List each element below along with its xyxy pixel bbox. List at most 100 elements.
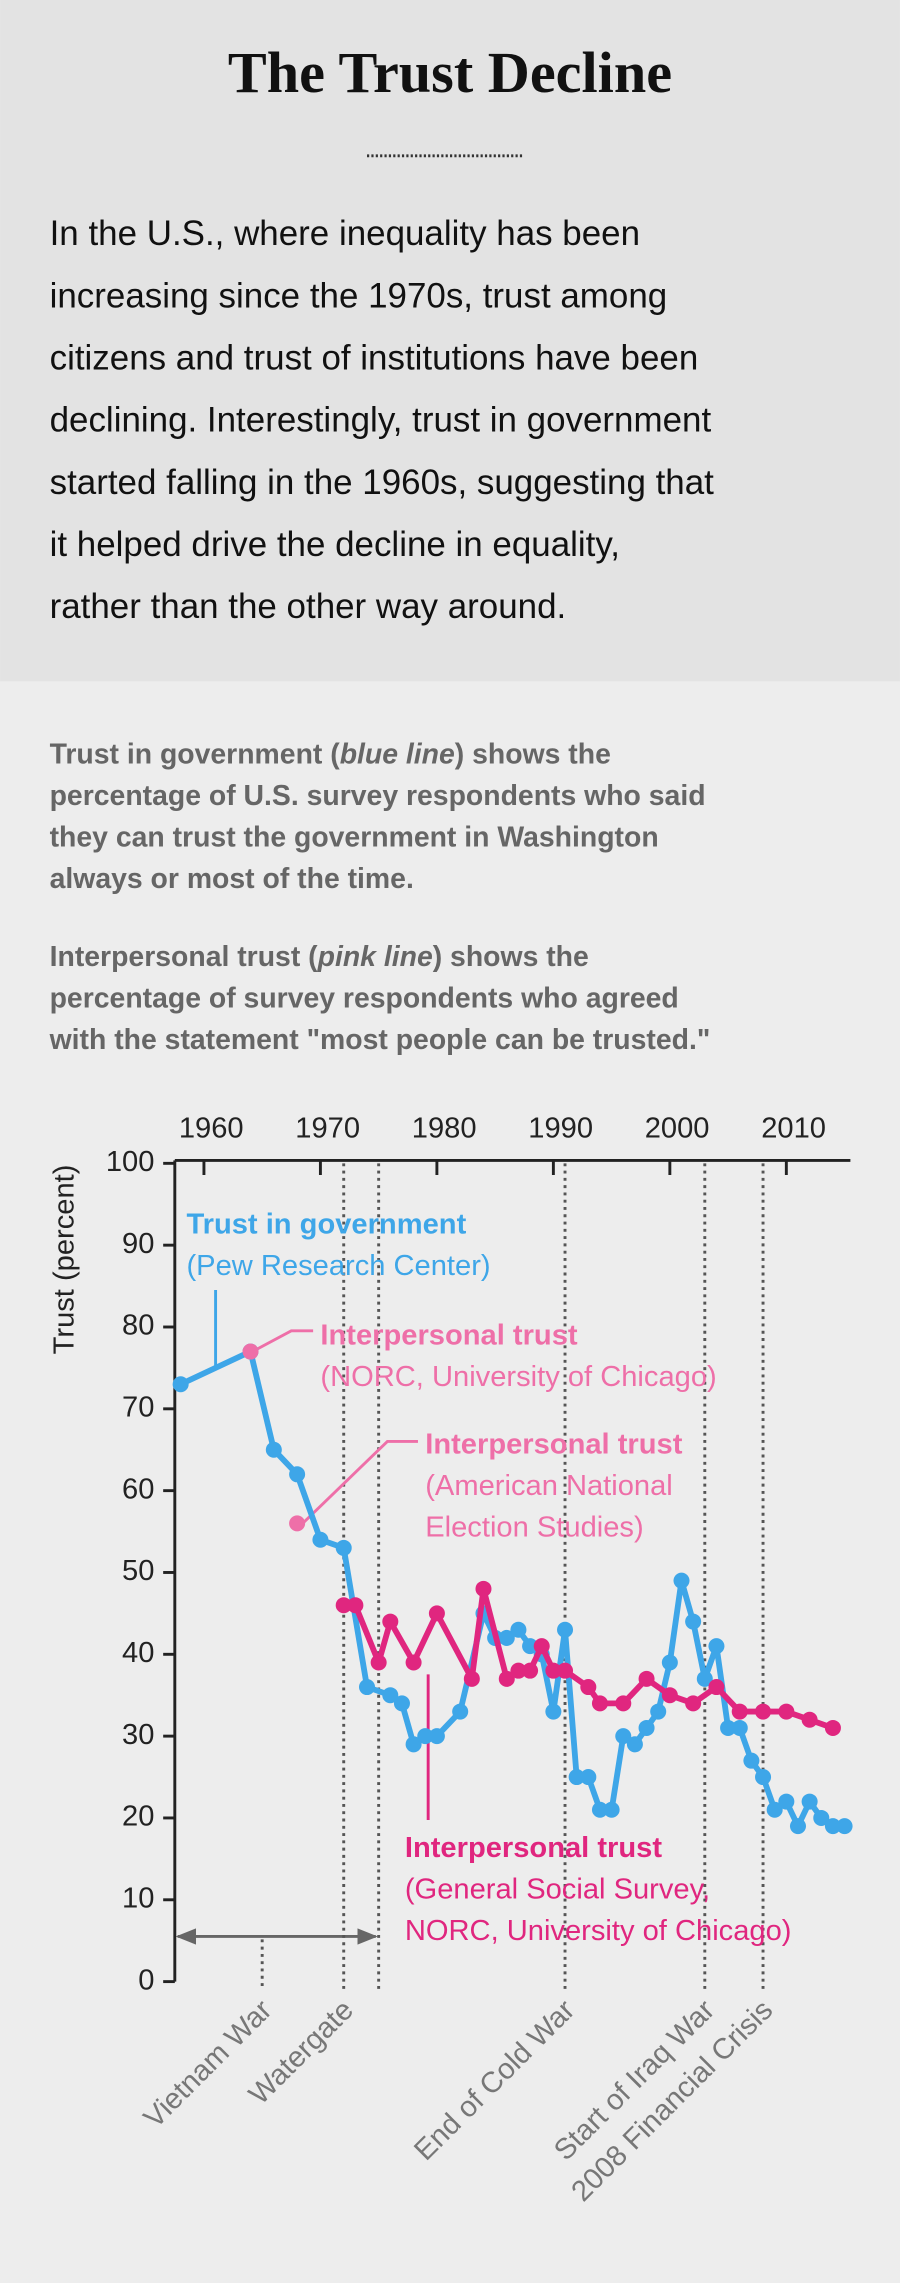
data-point (720, 1719, 737, 1736)
legend-source: (NORC, University of Chicago) (320, 1361, 716, 1393)
y-tick-label: 20 (122, 1801, 154, 1833)
y-axis-label: Trust (percent) (48, 1165, 80, 1355)
data-point (708, 1679, 725, 1696)
y-tick-label: 0 (138, 1964, 154, 1996)
note-line: with the statement "most people can be t… (49, 1024, 711, 1056)
data-point (498, 1629, 515, 1646)
data-point (463, 1670, 480, 1687)
data-point (405, 1736, 422, 1753)
data-point (789, 1818, 806, 1835)
x-tick-label: 1970 (295, 1113, 360, 1145)
data-point (755, 1769, 772, 1786)
note-line: Trust in government (blue line) shows th… (50, 738, 611, 770)
data-point (382, 1687, 399, 1704)
data-point (510, 1662, 527, 1679)
data-point (661, 1654, 678, 1671)
y-tick-label: 60 (122, 1473, 154, 1505)
annotation-leader (249, 1329, 314, 1354)
note-text: ) shows the (455, 738, 611, 770)
data-point (370, 1654, 387, 1671)
legend-source: (Pew Research Center) (186, 1250, 490, 1282)
data-point (522, 1638, 539, 1655)
x-tick-label: 2000 (645, 1113, 710, 1145)
data-point (312, 1531, 329, 1548)
data-point (766, 1801, 783, 1818)
data-point (498, 1670, 515, 1687)
data-point (591, 1801, 608, 1818)
note-text: Trust in government ( (50, 738, 341, 770)
data-point (801, 1711, 818, 1728)
data-point (428, 1605, 445, 1622)
chart-background (0, 681, 900, 2283)
y-tick-label: 80 (122, 1310, 154, 1342)
data-point (557, 1662, 574, 1679)
legend-label: Interpersonal trust (405, 1832, 662, 1864)
note-text: they can trust the government in Washing… (50, 821, 659, 853)
data-point (603, 1801, 620, 1818)
data-point (824, 1719, 841, 1736)
data-point (731, 1719, 748, 1736)
y-tick-label: 90 (122, 1228, 154, 1260)
data-point (661, 1687, 678, 1704)
note-line: they can trust the government in Washing… (50, 821, 659, 853)
data-point (405, 1654, 422, 1671)
data-point (836, 1818, 853, 1835)
y-tick-label: 100 (106, 1146, 155, 1178)
data-point (347, 1597, 364, 1614)
x-tick-label: 2010 (761, 1113, 826, 1145)
legend-source: (American National (425, 1470, 673, 1502)
y-tick-label: 70 (122, 1392, 154, 1424)
data-point (708, 1638, 725, 1655)
legend-source: Election Studies) (425, 1511, 643, 1543)
data-point (638, 1719, 655, 1736)
data-point (533, 1638, 550, 1655)
legend-label: Trust in government (186, 1209, 466, 1241)
note-line: always or most of the time. (50, 863, 414, 895)
note-text: always or most of the time. (50, 863, 414, 895)
legend-source: (General Social Survey, (405, 1873, 710, 1905)
data-point (801, 1793, 818, 1810)
data-point (265, 1441, 282, 1458)
data-point (696, 1670, 713, 1687)
data-point (580, 1769, 597, 1786)
data-point (428, 1728, 445, 1745)
note-line: Interpersonal trust (pink line) shows th… (50, 941, 589, 973)
intro-line: citizens and trust of institutions have … (50, 338, 699, 377)
data-point (778, 1703, 795, 1720)
note-text: percentage of U.S. survey respondents wh… (50, 780, 706, 812)
data-point (242, 1343, 259, 1360)
legend-label: Interpersonal trust (425, 1428, 682, 1460)
data-point (359, 1679, 376, 1696)
data-point (778, 1793, 795, 1810)
data-point (289, 1515, 306, 1532)
data-point (382, 1613, 399, 1630)
note-text: pink line (317, 941, 433, 973)
data-point (673, 1572, 690, 1589)
x-tick-label: 1990 (528, 1113, 593, 1145)
data-point (685, 1613, 702, 1630)
data-point (417, 1728, 434, 1745)
note-text: blue line (340, 738, 455, 770)
note-text: percentage of survey respondents who agr… (50, 982, 679, 1014)
intro-line: rather than the other way around. (50, 587, 567, 626)
y-tick-label: 30 (122, 1719, 154, 1751)
data-point (615, 1728, 632, 1745)
note-line: percentage of survey respondents who agr… (50, 982, 679, 1014)
data-point (335, 1597, 352, 1614)
data-point (557, 1621, 574, 1638)
title: The Trust Decline (228, 40, 672, 105)
intro-line: In the U.S., where inequality has been (50, 214, 640, 253)
data-point (685, 1695, 702, 1712)
data-point (452, 1703, 469, 1720)
data-point (580, 1679, 597, 1696)
data-point (615, 1695, 632, 1712)
intro-line: declining. Interestingly, trust in gover… (50, 401, 712, 440)
x-tick-label: 1980 (412, 1113, 477, 1145)
y-tick-label: 50 (122, 1555, 154, 1587)
data-point (475, 1580, 492, 1597)
data-point (172, 1376, 189, 1393)
data-point (568, 1769, 585, 1786)
y-tick-label: 10 (122, 1882, 154, 1914)
data-point (813, 1809, 830, 1826)
